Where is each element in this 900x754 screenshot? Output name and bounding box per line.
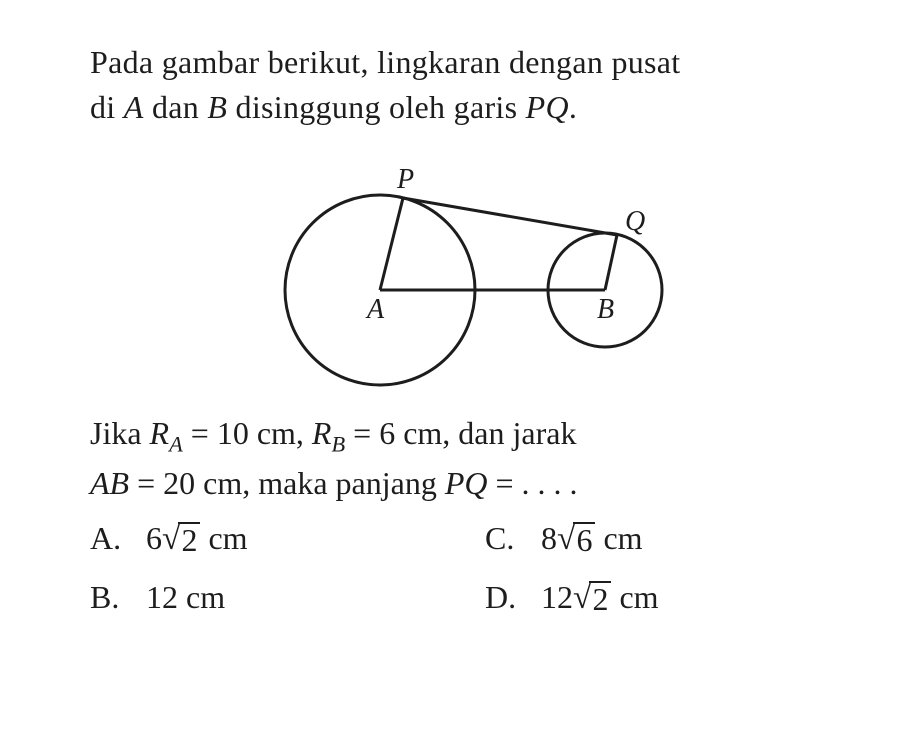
text-fragment: Jika xyxy=(90,415,150,451)
answer-options: A. 6√2 cm C. 8√6 cm B. 12 cm D. 12√2 cm xyxy=(90,513,840,623)
var-RA: R xyxy=(150,415,170,451)
text-fragment: . xyxy=(569,89,577,125)
option-D: D. 12√2 cm xyxy=(485,572,840,623)
var-RB: R xyxy=(312,415,332,451)
unit: cm xyxy=(611,579,658,615)
text-fragment: di xyxy=(90,89,124,125)
problem-statement: Pada gambar berikut, lingkaran dengan pu… xyxy=(90,40,840,130)
var-PQ: PQ xyxy=(526,89,569,125)
label-B: B xyxy=(597,294,614,325)
problem-page: Pada gambar berikut, lingkaran dengan pu… xyxy=(0,0,900,663)
option-letter: B. xyxy=(90,572,146,623)
sub-B: B xyxy=(331,431,345,456)
label-Q: Q xyxy=(625,206,645,237)
option-B: B. 12 cm xyxy=(90,572,445,623)
label-P: P xyxy=(396,164,414,195)
option-letter: D. xyxy=(485,572,541,623)
text-fragment: Pada gambar berikut, lingkaran dengan pu… xyxy=(90,44,681,80)
var-A: A xyxy=(124,89,144,125)
segment-PQ xyxy=(403,198,617,235)
option-C: C. 8√6 cm xyxy=(485,513,840,564)
option-value: 12 cm xyxy=(146,572,225,623)
sqrt-icon: √2 xyxy=(573,581,611,617)
sqrt-icon: √6 xyxy=(557,522,595,558)
var-B: B xyxy=(207,89,227,125)
coef: 8 xyxy=(541,520,557,556)
var-AB: AB xyxy=(90,465,129,501)
text-fragment: = . . . . xyxy=(487,465,577,501)
coef: 6 xyxy=(146,520,162,556)
text-fragment: = 6 cm, dan jarak xyxy=(345,415,576,451)
given-values: Jika RA = 10 cm, RB = 6 cm, dan jarak AB… xyxy=(90,410,840,507)
radicand: 6 xyxy=(573,522,595,558)
var-PQ: PQ xyxy=(445,465,488,501)
radicand: 2 xyxy=(178,522,200,558)
option-value: 12√2 cm xyxy=(541,572,659,623)
sqrt-icon: √2 xyxy=(162,522,200,558)
text-fragment: = 20 cm, maka panjang xyxy=(129,465,445,501)
text-fragment: disinggung oleh garis xyxy=(227,89,525,125)
text-fragment: dan xyxy=(144,89,208,125)
unit: cm xyxy=(200,520,247,556)
text-fragment: = 10 cm, xyxy=(183,415,312,451)
coef: 12 xyxy=(541,579,573,615)
option-letter: A. xyxy=(90,513,146,564)
sub-A: A xyxy=(169,431,183,456)
segment-AP xyxy=(380,198,403,290)
option-letter: C. xyxy=(485,513,541,564)
option-value: 6√2 cm xyxy=(146,513,248,564)
option-A: A. 6√2 cm xyxy=(90,513,445,564)
unit: cm xyxy=(595,520,642,556)
segment-BQ xyxy=(605,235,617,290)
tangent-circles-figure: A B P Q xyxy=(205,140,725,400)
label-A: A xyxy=(365,294,385,325)
option-value: 8√6 cm xyxy=(541,513,643,564)
radicand: 2 xyxy=(589,581,611,617)
